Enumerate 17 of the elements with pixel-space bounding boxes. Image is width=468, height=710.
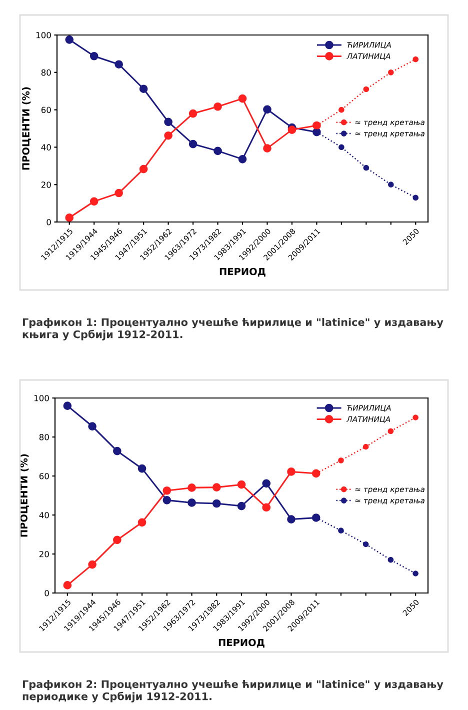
text: Графикон 2: Процентуално учешће ћирилице и "latinice" у издавању периодике у Србији 1912-2011. [22, 680, 444, 702]
y-tick-label: 60 [41, 106, 51, 114]
y-tick-label: 20 [41, 182, 51, 188]
text: Графикон 1: Процентуално учешће ћирилице и "latinice" у издавању књига у Србији 1912-2011. [22, 318, 444, 340]
y-tick-label: 80 [41, 69, 51, 76]
y-tick-label: 0 [44, 590, 49, 596]
y-tick-label: 100 [34, 394, 49, 402]
y-tick-label: 40 [39, 512, 49, 518]
y-tick-label: 100 [36, 32, 51, 38]
y-tick-label: 80 [39, 434, 49, 440]
y-axis-title: ПРОЦЕНТИ (%) [22, 87, 31, 170]
x-axis-title: ПЕРИОД [220, 268, 266, 277]
y-tick-label: 60 [39, 472, 49, 480]
y-tick-label: 20 [39, 550, 49, 558]
y-tick-label: 0 [46, 218, 51, 226]
x-axis-title: ПЕРИОД [218, 638, 264, 648]
y-tick-label: 40 [41, 144, 51, 150]
